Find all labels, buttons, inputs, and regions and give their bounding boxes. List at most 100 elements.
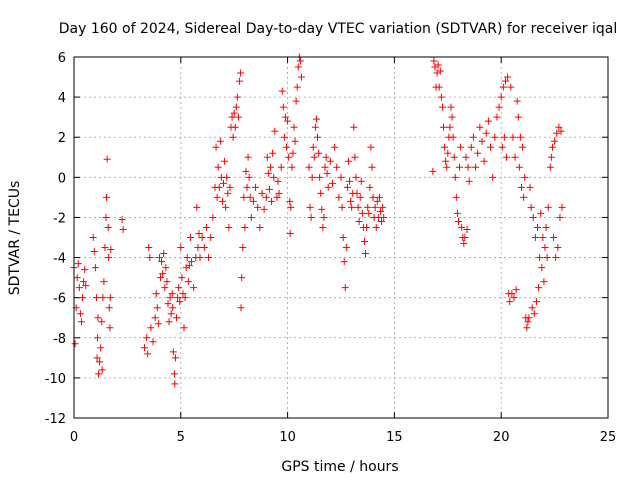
- data-point: [369, 193, 377, 201]
- data-point: [181, 294, 189, 302]
- data-point: [263, 153, 271, 161]
- data-point: [333, 163, 341, 171]
- data-point: [435, 83, 443, 91]
- data-point: [353, 189, 361, 197]
- data-point: [268, 197, 276, 205]
- data-point: [155, 254, 163, 262]
- data-point: [541, 244, 549, 252]
- data-point: [226, 183, 234, 191]
- data-point: [365, 209, 373, 217]
- data-point: [530, 310, 538, 318]
- data-point: [512, 286, 520, 294]
- data-point: [194, 244, 202, 252]
- data-point: [348, 203, 356, 211]
- data-point: [275, 189, 283, 197]
- data-point: [214, 163, 222, 171]
- data-point: [434, 61, 442, 69]
- data-point: [82, 282, 90, 290]
- data-point: [90, 248, 98, 256]
- data-point: [450, 153, 458, 161]
- data-point: [279, 103, 287, 111]
- data-point: [464, 163, 472, 171]
- y-tick-label: -6: [53, 292, 66, 307]
- data-point: [146, 254, 154, 262]
- data-point: [183, 254, 191, 262]
- data-point: [285, 153, 293, 161]
- data-point: [153, 304, 161, 312]
- data-point: [228, 113, 236, 121]
- data-point: [534, 223, 542, 231]
- data-point: [454, 217, 462, 225]
- data-point: [429, 167, 437, 175]
- data-point: [462, 153, 470, 161]
- data-points: [70, 53, 566, 388]
- data-point: [357, 177, 365, 185]
- data-point: [539, 234, 547, 241]
- data-point: [507, 83, 515, 91]
- data-point: [372, 223, 380, 231]
- data-point: [294, 63, 302, 71]
- data-point: [212, 143, 220, 151]
- data-point: [264, 169, 272, 177]
- data-point: [258, 189, 266, 197]
- data-point: [489, 173, 497, 181]
- data-point: [356, 193, 364, 201]
- data-point: [341, 284, 349, 292]
- data-point: [145, 244, 153, 252]
- data-point: [437, 93, 445, 101]
- data-point: [161, 284, 169, 292]
- data-point: [73, 274, 81, 282]
- data-point: [322, 153, 330, 161]
- data-point: [544, 203, 552, 211]
- data-point: [493, 113, 501, 121]
- data-point: [558, 203, 566, 211]
- data-point: [267, 163, 275, 171]
- data-point: [168, 290, 176, 298]
- data-point: [509, 133, 517, 141]
- data-point: [277, 163, 285, 171]
- data-point: [179, 290, 187, 298]
- data-point: [158, 258, 166, 266]
- data-point: [480, 157, 488, 165]
- data-point: [318, 205, 326, 213]
- data-point: [209, 213, 217, 221]
- chart-title: Day 160 of 2024, Sidereal Day-to-day VTE…: [59, 21, 617, 37]
- data-point: [144, 350, 152, 358]
- data-point: [373, 197, 381, 205]
- data-point: [476, 123, 484, 131]
- data-point: [218, 197, 226, 205]
- data-point: [184, 278, 192, 286]
- data-point: [538, 264, 546, 272]
- data-point: [270, 173, 278, 181]
- data-point: [457, 143, 465, 151]
- data-point: [487, 143, 495, 151]
- data-point: [287, 203, 295, 211]
- data-point: [222, 203, 230, 211]
- data-point: [529, 213, 537, 221]
- data-point: [521, 173, 529, 181]
- data-point: [239, 244, 247, 252]
- data-point: [240, 193, 248, 201]
- data-point: [555, 123, 563, 131]
- y-tick-label: -10: [45, 372, 66, 387]
- data-point: [456, 163, 464, 171]
- data-point: [527, 203, 535, 211]
- data-point: [519, 143, 527, 151]
- data-point: [101, 244, 109, 252]
- data-point: [154, 320, 162, 328]
- data-point: [232, 103, 240, 111]
- data-point: [375, 193, 383, 201]
- data-point: [326, 157, 334, 165]
- data-point: [309, 143, 317, 151]
- data-point: [89, 234, 97, 241]
- data-point: [169, 348, 177, 356]
- data-point: [292, 97, 300, 105]
- data-point: [478, 137, 486, 145]
- data-point: [216, 137, 224, 145]
- data-point: [556, 213, 564, 221]
- data-point: [553, 129, 561, 137]
- data-point: [310, 153, 318, 161]
- data-point: [246, 193, 254, 201]
- data-point: [256, 223, 264, 231]
- data-point: [177, 244, 185, 252]
